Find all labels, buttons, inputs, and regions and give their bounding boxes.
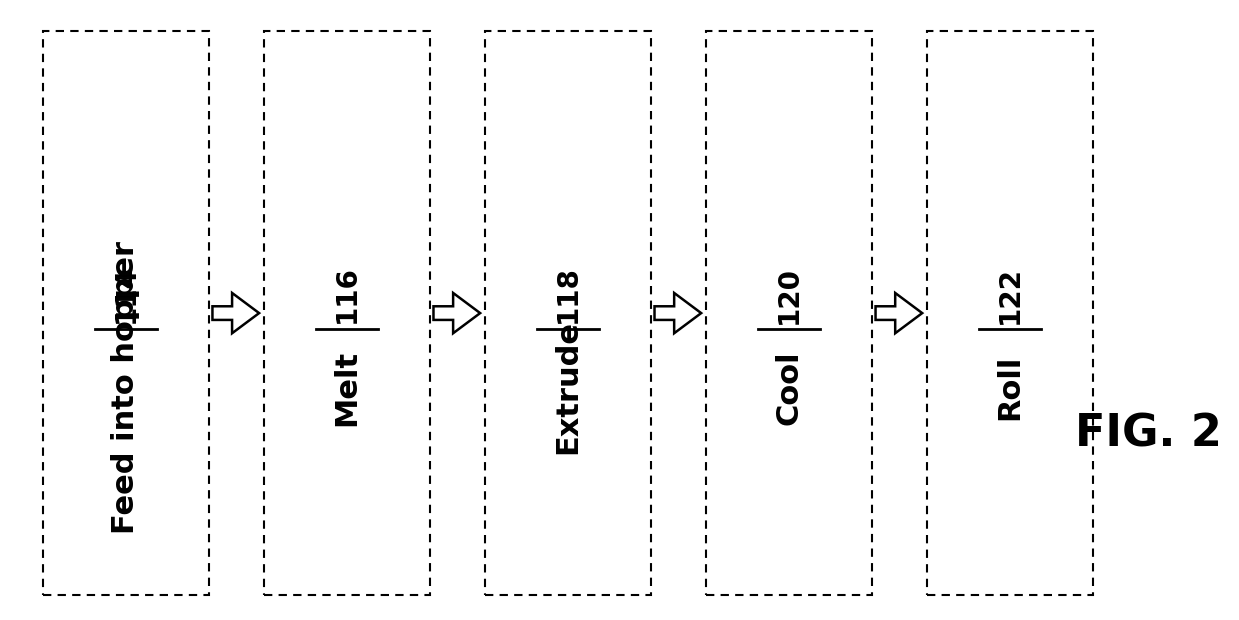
Text: 116: 116 xyxy=(333,265,361,324)
Text: Extrude: Extrude xyxy=(554,321,582,454)
Text: 122: 122 xyxy=(996,265,1023,324)
Polygon shape xyxy=(654,293,701,334)
Text: Roll: Roll xyxy=(995,355,1025,420)
FancyBboxPatch shape xyxy=(264,31,430,595)
Text: Cool: Cool xyxy=(774,350,803,425)
Polygon shape xyxy=(876,293,922,334)
Text: Melt: Melt xyxy=(332,350,362,425)
FancyBboxPatch shape xyxy=(484,31,650,595)
FancyBboxPatch shape xyxy=(706,31,872,595)
Text: 114: 114 xyxy=(112,265,140,324)
Text: 118: 118 xyxy=(554,265,582,324)
Polygon shape xyxy=(212,293,259,334)
Text: Feed into hopper: Feed into hopper xyxy=(112,241,140,534)
FancyBboxPatch shape xyxy=(927,31,1093,595)
Text: FIG. 2: FIG. 2 xyxy=(1074,412,1222,456)
FancyBboxPatch shape xyxy=(43,31,208,595)
Polygon shape xyxy=(434,293,481,334)
Text: 120: 120 xyxy=(774,265,803,324)
